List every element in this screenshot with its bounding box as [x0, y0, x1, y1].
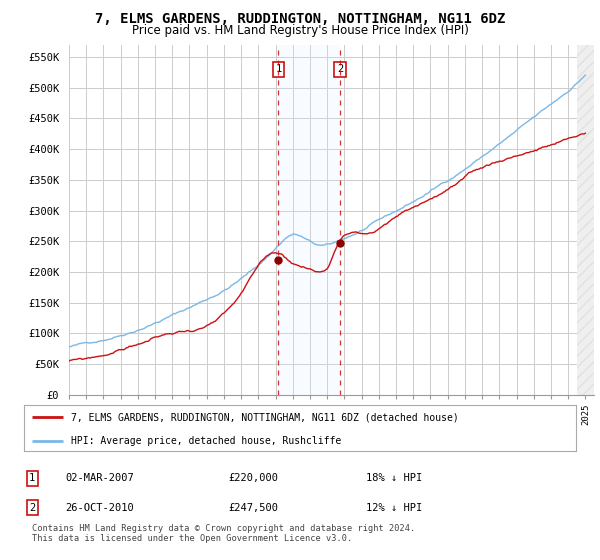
- Text: £220,000: £220,000: [228, 473, 278, 483]
- Text: 18% ↓ HPI: 18% ↓ HPI: [366, 473, 422, 483]
- Text: 26-OCT-2010: 26-OCT-2010: [65, 503, 134, 513]
- Text: 02-MAR-2007: 02-MAR-2007: [65, 473, 134, 483]
- Text: HPI: Average price, detached house, Rushcliffe: HPI: Average price, detached house, Rush…: [71, 436, 341, 446]
- Text: £247,500: £247,500: [228, 503, 278, 513]
- Bar: [577, 45, 594, 395]
- Text: 12% ↓ HPI: 12% ↓ HPI: [366, 503, 422, 513]
- Text: 7, ELMS GARDENS, RUDDINGTON, NOTTINGHAM, NG11 6DZ: 7, ELMS GARDENS, RUDDINGTON, NOTTINGHAM,…: [95, 12, 505, 26]
- Text: Contains HM Land Registry data © Crown copyright and database right 2024.
This d: Contains HM Land Registry data © Crown c…: [32, 524, 416, 543]
- Text: 2: 2: [337, 64, 343, 74]
- Text: 2: 2: [29, 503, 35, 513]
- Text: 7, ELMS GARDENS, RUDDINGTON, NOTTINGHAM, NG11 6DZ (detached house): 7, ELMS GARDENS, RUDDINGTON, NOTTINGHAM,…: [71, 412, 458, 422]
- Text: Price paid vs. HM Land Registry's House Price Index (HPI): Price paid vs. HM Land Registry's House …: [131, 24, 469, 37]
- Text: 1: 1: [29, 473, 35, 483]
- Bar: [278, 45, 340, 395]
- Bar: [577, 45, 594, 395]
- Text: 1: 1: [275, 64, 281, 74]
